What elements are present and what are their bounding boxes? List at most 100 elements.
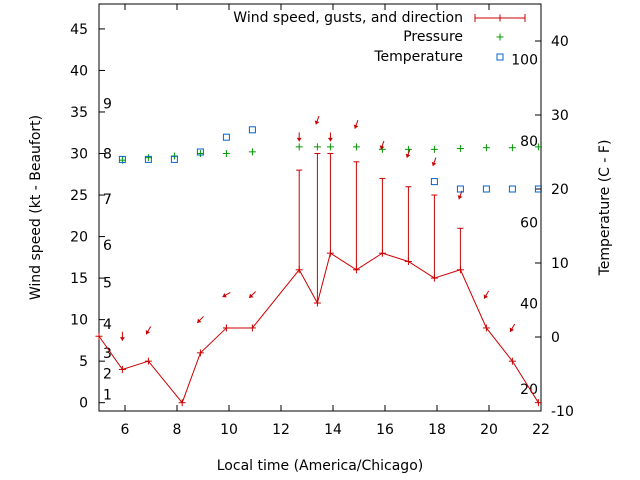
y2-tick-label: 40 (551, 34, 569, 50)
arrow-head (222, 293, 227, 298)
wind-direction-arrow (314, 115, 320, 125)
x-tick-label: 18 (428, 422, 446, 438)
y-tick-label: 35 (70, 105, 88, 121)
wind-speed-point (196, 349, 204, 357)
x-axis-label: Local time (America/Chicago) (217, 458, 423, 474)
y-tick-label: 40 (70, 63, 88, 79)
y2-tick-label: 30 (551, 108, 569, 124)
pressure-point (404, 145, 412, 153)
temperature-point (456, 185, 464, 193)
arrow-head (405, 153, 411, 158)
pressure-point (248, 148, 256, 156)
wind-direction-arrow (119, 331, 125, 341)
beaufort-label: 1 (103, 387, 112, 403)
arrow-head (145, 330, 151, 335)
pressure-point (196, 150, 204, 158)
temperature-point (196, 148, 204, 156)
wind-direction-arrow (483, 290, 490, 299)
plot-frame (98, 3, 542, 412)
arrow-head (119, 337, 125, 341)
pressure-point (508, 144, 516, 152)
wind-speed-point (95, 332, 103, 340)
y-tick-label: 25 (70, 188, 88, 204)
arrow-head (296, 137, 302, 142)
wind-direction-arrow (327, 132, 333, 142)
temperature-point (430, 178, 438, 186)
y-axis-label: Wind speed (kt - Beaufort) (28, 115, 44, 300)
pressure-point (430, 145, 438, 153)
wind-direction-arrow (431, 157, 437, 167)
x-tick-label: 6 (121, 422, 130, 438)
wind-speed-point (404, 257, 412, 265)
temperature-point (482, 185, 490, 193)
pressure-point (144, 154, 152, 162)
wind-speed-point (222, 324, 230, 332)
y2-tick-label: 0 (551, 330, 560, 346)
wind-speed-point (482, 324, 490, 332)
arrow-head (327, 137, 333, 142)
legend-label-temperature: Temperature (373, 49, 463, 65)
wind-speed-point (352, 266, 360, 274)
beaufort-label: 5 (103, 275, 112, 291)
pressure-point (295, 143, 303, 151)
fahrenheit-label: 100 (511, 53, 538, 69)
y2-tick-label: 10 (551, 256, 569, 272)
pressure-point (222, 150, 230, 158)
fahrenheit-label: 80 (520, 134, 538, 150)
arrow-head (249, 293, 254, 298)
wind-speed-point (508, 357, 516, 365)
pressure-point (313, 143, 321, 151)
wind-direction-arrow (379, 140, 385, 150)
wind-direction-arrow (145, 326, 152, 335)
legend-swatch-wind-point (496, 14, 504, 22)
arrow-head (314, 120, 320, 125)
wind-speed-point (456, 266, 464, 274)
x-tick-label: 14 (324, 422, 342, 438)
y2-tick-label: -10 (551, 404, 574, 420)
wind-direction-arrow (222, 292, 231, 298)
legend-label-wind: Wind speed, gusts, and direction (233, 10, 463, 26)
fahrenheit-label: 60 (520, 215, 538, 231)
temperature-point (534, 185, 542, 193)
arrow-head (483, 294, 489, 299)
beaufort-label: 8 (103, 147, 112, 163)
y-tick-label: 5 (79, 354, 88, 370)
y2-tick-label: 20 (551, 182, 569, 198)
beaufort-label: 7 (103, 192, 112, 208)
x-tick-label: 16 (376, 422, 394, 438)
wind-speed-point (534, 399, 542, 407)
wind-speed-point (144, 357, 152, 365)
temperature-point (248, 126, 256, 134)
y-tick-label: 15 (70, 271, 88, 287)
wind-speed-point (118, 365, 126, 373)
beaufort-label: 9 (103, 97, 112, 113)
y2-axis-label: Temperature (C - F) (597, 140, 613, 277)
pressure-point (352, 143, 360, 151)
y-tick-label: 0 (79, 396, 88, 412)
beaufort-label: 2 (103, 367, 112, 383)
wind-direction-arrow (296, 132, 302, 142)
wind-speed-line (98, 252, 539, 404)
x-tick-label: 8 (173, 422, 182, 438)
wind-speed-point (248, 324, 256, 332)
wind-direction-arrow (196, 316, 204, 324)
wind-direction-arrow (405, 149, 411, 158)
y-tick-label: 30 (70, 147, 88, 163)
temperature-point (144, 155, 152, 163)
wind-speed-point (295, 266, 303, 274)
wind-speed-point (178, 399, 186, 407)
wind-direction-arrow (248, 291, 256, 299)
beaufort-label: 3 (103, 346, 112, 362)
legend-swatch-temperature (496, 53, 504, 61)
temperature-point (508, 185, 516, 193)
wind-speed-point (378, 249, 386, 257)
arrow-head (509, 327, 515, 332)
pressure-point (534, 143, 542, 151)
y-tick-label: 20 (70, 230, 88, 246)
temperature-point (118, 155, 126, 163)
y-tick-label: 10 (70, 313, 88, 329)
legend-label-pressure: Pressure (403, 29, 463, 45)
beaufort-label: 4 (103, 317, 112, 333)
wind-speed-point (430, 274, 438, 282)
